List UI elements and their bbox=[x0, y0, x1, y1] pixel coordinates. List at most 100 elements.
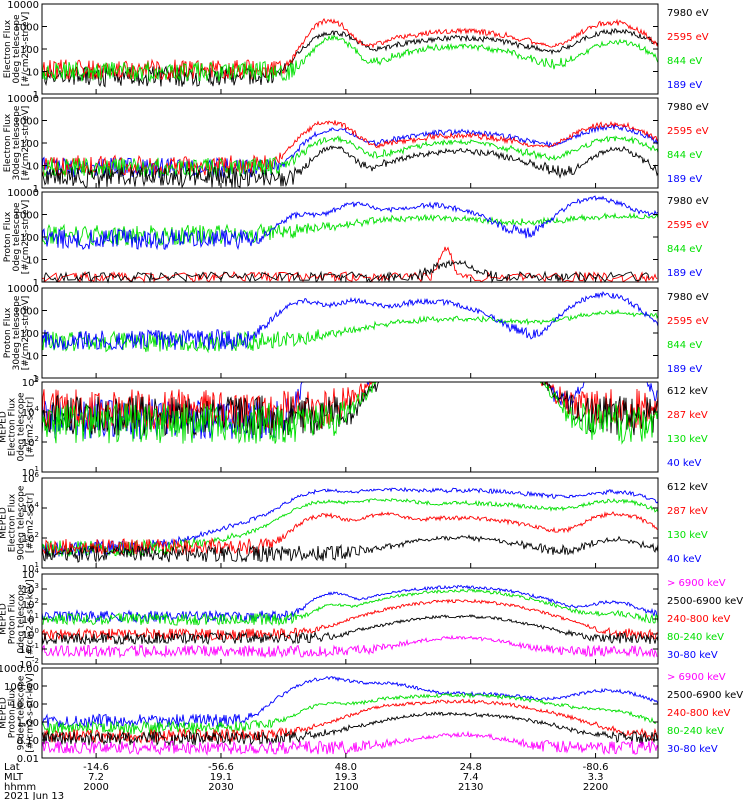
y-axis-label: MEPEDElectron Flux90deg telescope[#/cm2-… bbox=[0, 485, 36, 560]
x-tick-label: 7.4 bbox=[463, 772, 479, 783]
y-tick-label: 100 bbox=[20, 45, 39, 56]
legend-label: 189 eV bbox=[667, 364, 702, 375]
legend-label: 240-800 keV bbox=[667, 614, 731, 625]
panel-frame bbox=[41, 667, 659, 759]
series-meped-proton-0-3 bbox=[41, 614, 659, 646]
x-tick-label: -56.6 bbox=[208, 762, 234, 773]
legend-label: 40 keV bbox=[667, 458, 701, 469]
legend-label: 844 eV bbox=[667, 150, 702, 161]
legend-label: 844 eV bbox=[667, 340, 702, 351]
x-row-label: MLT bbox=[4, 772, 24, 783]
legend-label: 844 eV bbox=[667, 56, 702, 67]
x-tick-label: -14.6 bbox=[83, 762, 109, 773]
legend-label: 240-800 keV bbox=[667, 708, 731, 719]
legend-label: 2595 eV bbox=[667, 126, 709, 137]
y-tick-label: 106 bbox=[22, 471, 40, 485]
y-tick-label: 100 bbox=[20, 233, 39, 244]
y-tick-label: 0.01 bbox=[17, 754, 39, 765]
y-axis-label: Electron Flux30deg telescope[#/cm2-s-str… bbox=[3, 105, 31, 180]
legend-label: 612 keV bbox=[667, 386, 708, 397]
y-tick-label: 1 bbox=[33, 184, 39, 195]
series-ted-electron-30-3 bbox=[41, 145, 659, 189]
y-tick-label: 1000.00 bbox=[0, 664, 39, 675]
y-tick-label: 10 bbox=[26, 162, 39, 173]
date-label: 2021 Jun 13 bbox=[4, 791, 64, 800]
series-meped-electron-0-3 bbox=[41, 381, 659, 445]
x-tick-label: 2000 bbox=[83, 782, 108, 793]
series-meped-proton-0-2 bbox=[41, 598, 658, 642]
y-axis-label: Proton Flux30deg telescope[#/cm2-s-str-e… bbox=[3, 295, 31, 370]
y-tick-label: 0.10 bbox=[17, 736, 39, 747]
legend-label: 189 eV bbox=[667, 268, 702, 279]
x-tick-label: 7.2 bbox=[88, 772, 104, 783]
y-axis-label: Proton Flux0deg telescope[#/cm2-s-str-eV… bbox=[3, 200, 31, 275]
series-meped-proton-0-4 bbox=[41, 634, 658, 659]
y-tick-label: 10 bbox=[26, 352, 39, 363]
series-meped-electron-90-1 bbox=[41, 497, 659, 557]
y-tick-label: 100 bbox=[20, 329, 39, 340]
legend-label: 30-80 keV bbox=[667, 650, 718, 661]
x-tick-label: -80.6 bbox=[583, 762, 609, 773]
x-tick-label: 3.3 bbox=[588, 772, 604, 783]
x-row-label: Lat bbox=[4, 762, 20, 773]
x-tick-label: 48.0 bbox=[335, 762, 357, 773]
legend-label: 287 keV bbox=[667, 410, 708, 421]
y-tick-label: 10 bbox=[26, 256, 39, 267]
y-tick-label: 10000 bbox=[7, 94, 39, 105]
panel-frame bbox=[41, 381, 659, 473]
series-meped-electron-90-0 bbox=[41, 486, 659, 558]
y-tick-label: 1000 bbox=[14, 23, 39, 34]
x-tick-label: 2130 bbox=[458, 782, 483, 793]
series-ted-electron-30-0 bbox=[41, 123, 659, 178]
x-tick-label: 2100 bbox=[333, 782, 358, 793]
legend-label: 7980 eV bbox=[667, 8, 709, 19]
y-tick-label: 10 bbox=[26, 68, 39, 79]
y-axis-label: MEPEDProton Flux0deg telescope[#/cm2-s-s… bbox=[0, 579, 36, 658]
legend-label: 2595 eV bbox=[667, 316, 709, 327]
x-tick-label: 2200 bbox=[583, 782, 608, 793]
legend-label: 7980 eV bbox=[667, 196, 709, 207]
y-tick-label: 10000 bbox=[7, 188, 39, 199]
x-tick-label: 19.3 bbox=[335, 772, 357, 783]
x-tick-label: 2030 bbox=[208, 782, 233, 793]
panel-frame bbox=[41, 477, 659, 569]
legend-label: 2595 eV bbox=[667, 32, 709, 43]
legend-label: 130 keV bbox=[667, 530, 708, 541]
legend-label: 2500-6900 keV bbox=[667, 690, 743, 701]
legend-label: 189 eV bbox=[667, 80, 702, 91]
series-meped-proton-90-1 bbox=[41, 692, 657, 735]
y-tick-label: 1 bbox=[33, 374, 39, 385]
series-meped-proton-90-4 bbox=[41, 730, 659, 756]
legend-label: 189 eV bbox=[667, 174, 702, 185]
series-ted-electron-30-1 bbox=[41, 120, 659, 177]
legend-label: 2595 eV bbox=[667, 220, 709, 231]
series-ted-proton-30-0 bbox=[41, 308, 659, 354]
y-tick-label: 10.00 bbox=[10, 700, 39, 711]
series-ted-proton-30-1 bbox=[41, 290, 659, 351]
legend-label: 130 keV bbox=[667, 434, 708, 445]
series-ted-proton-0-0 bbox=[41, 212, 659, 247]
series-ted-proton-0-3 bbox=[43, 259, 650, 284]
series-meped-proton-0-1 bbox=[42, 588, 659, 627]
y-axis-label: MEPEDProton Flux90deg telescope[#/cm2-s-… bbox=[0, 673, 36, 752]
series-meped-proton-90-0 bbox=[41, 675, 659, 729]
legend-label: 7980 eV bbox=[667, 292, 709, 303]
y-tick-label: 10000 bbox=[7, 0, 39, 11]
legend-label: > 6900 keV bbox=[667, 672, 726, 683]
series-ted-electron-0-1 bbox=[41, 17, 659, 81]
legend-label: 7980 eV bbox=[667, 102, 709, 113]
legend-label: 612 keV bbox=[667, 482, 708, 493]
panel-meped-proton-90: 1000.00 100.00 10.00 1.00 0.10 0.01 MEPEDProto… bbox=[0, 664, 743, 765]
y-tick-label: 103 bbox=[22, 375, 39, 389]
series-meped-electron-90-3 bbox=[41, 534, 659, 564]
series-meped-proton-0-0 bbox=[41, 584, 658, 624]
y-tick-label: 104 bbox=[22, 567, 40, 581]
y-tick-label: 1 bbox=[33, 278, 39, 289]
